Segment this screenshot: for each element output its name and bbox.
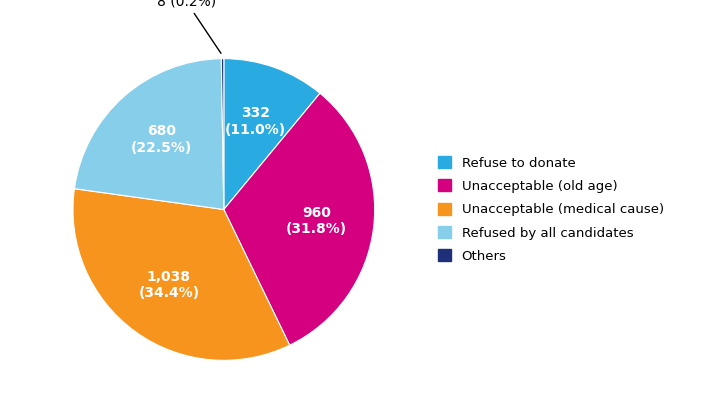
Legend: Refuse to donate, Unacceptable (old age), Unacceptable (medical cause), Refused : Refuse to donate, Unacceptable (old age)… [438,156,664,263]
Text: 8 (0.2%): 8 (0.2%) [157,0,221,53]
Text: 1,038
(34.4%): 1,038 (34.4%) [138,270,199,300]
Wedge shape [74,59,224,210]
Text: 960
(31.8%): 960 (31.8%) [286,206,347,236]
Wedge shape [73,189,290,360]
Wedge shape [224,93,375,345]
Wedge shape [224,59,320,210]
Text: 680
(22.5%): 680 (22.5%) [131,124,193,155]
Wedge shape [222,59,224,210]
Text: 332
(11.0%): 332 (11.0%) [225,106,286,137]
